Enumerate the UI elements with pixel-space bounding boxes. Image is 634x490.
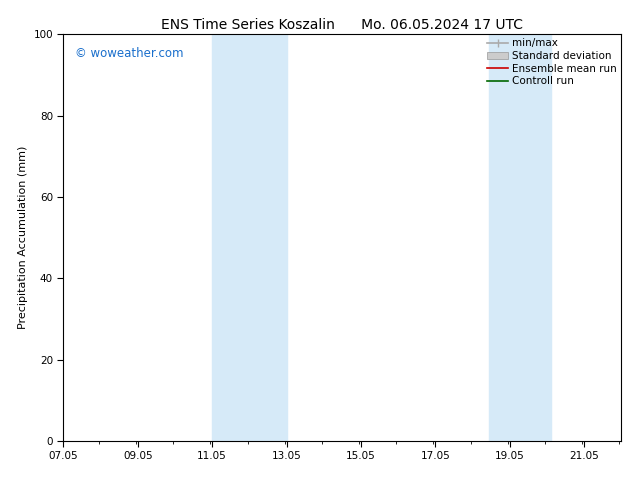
Text: © woweather.com: © woweather.com (75, 47, 183, 59)
Y-axis label: Precipitation Accumulation (mm): Precipitation Accumulation (mm) (18, 146, 28, 329)
Title: ENS Time Series Koszalin      Mo. 06.05.2024 17 UTC: ENS Time Series Koszalin Mo. 06.05.2024 … (162, 18, 523, 32)
Bar (212, 34, 287, 441)
Bar (489, 34, 551, 441)
Legend: min/max, Standard deviation, Ensemble mean run, Controll run: min/max, Standard deviation, Ensemble me… (486, 37, 618, 87)
